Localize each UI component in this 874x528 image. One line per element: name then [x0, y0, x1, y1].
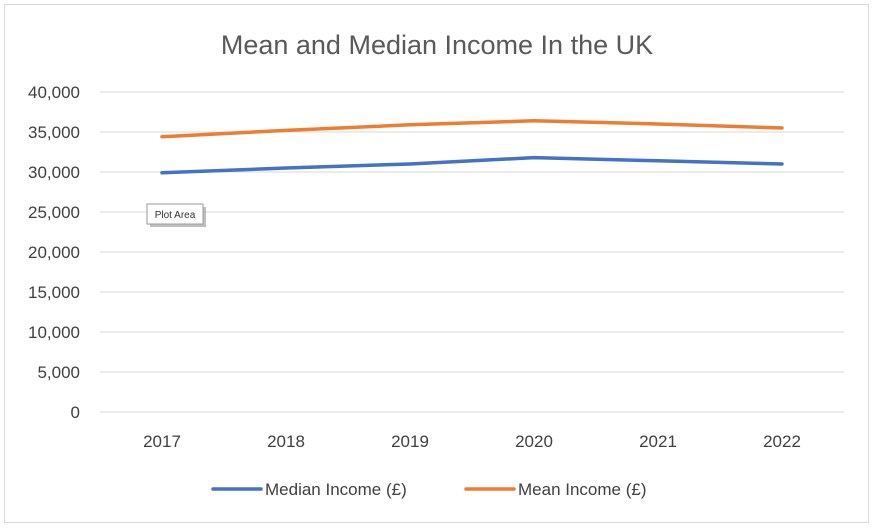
y-tick-label: 10,000 — [28, 323, 80, 342]
x-tick-label: 2020 — [515, 432, 553, 451]
x-tick-label: 2017 — [143, 432, 181, 451]
x-tick-label: 2018 — [267, 432, 305, 451]
y-tick-label: 25,000 — [28, 203, 80, 222]
chart-title: Mean and Median Income In the UK — [221, 30, 653, 60]
y-tick-label: 40,000 — [28, 83, 80, 102]
legend-label: Median Income (£) — [265, 480, 407, 499]
x-tick-label: 2019 — [391, 432, 429, 451]
legend: Median Income (£) Mean Income (£) — [211, 480, 647, 499]
y-tick-label: 15,000 — [28, 283, 80, 302]
x-axis: 2017 2018 2019 2020 2021 2022 — [143, 432, 801, 451]
y-tick-label: 0 — [71, 403, 80, 422]
y-tick-label: 35,000 — [28, 123, 80, 142]
x-tick-label: 2021 — [639, 432, 677, 451]
gridlines — [100, 91, 844, 413]
tooltip-label: Plot Area — [155, 210, 196, 221]
y-tick-label: 5,000 — [37, 363, 80, 382]
plot-area-tooltip: Plot Area — [146, 203, 206, 227]
legend-label: Mean Income (£) — [518, 480, 647, 499]
chart-frame — [4, 4, 869, 523]
x-tick-label: 2022 — [763, 432, 801, 451]
plot-area-hitbox[interactable] — [100, 92, 844, 412]
y-tick-label: 20,000 — [28, 243, 80, 262]
series-line-median-income[interactable] — [160, 155, 784, 175]
y-axis: 0 5,000 10,000 15,000 20,000 25,000 30,000 35,0… — [28, 83, 80, 422]
series-line-mean-income[interactable] — [160, 119, 784, 139]
y-tick-label: 30,000 — [28, 163, 80, 182]
plot-area[interactable] — [100, 92, 844, 412]
